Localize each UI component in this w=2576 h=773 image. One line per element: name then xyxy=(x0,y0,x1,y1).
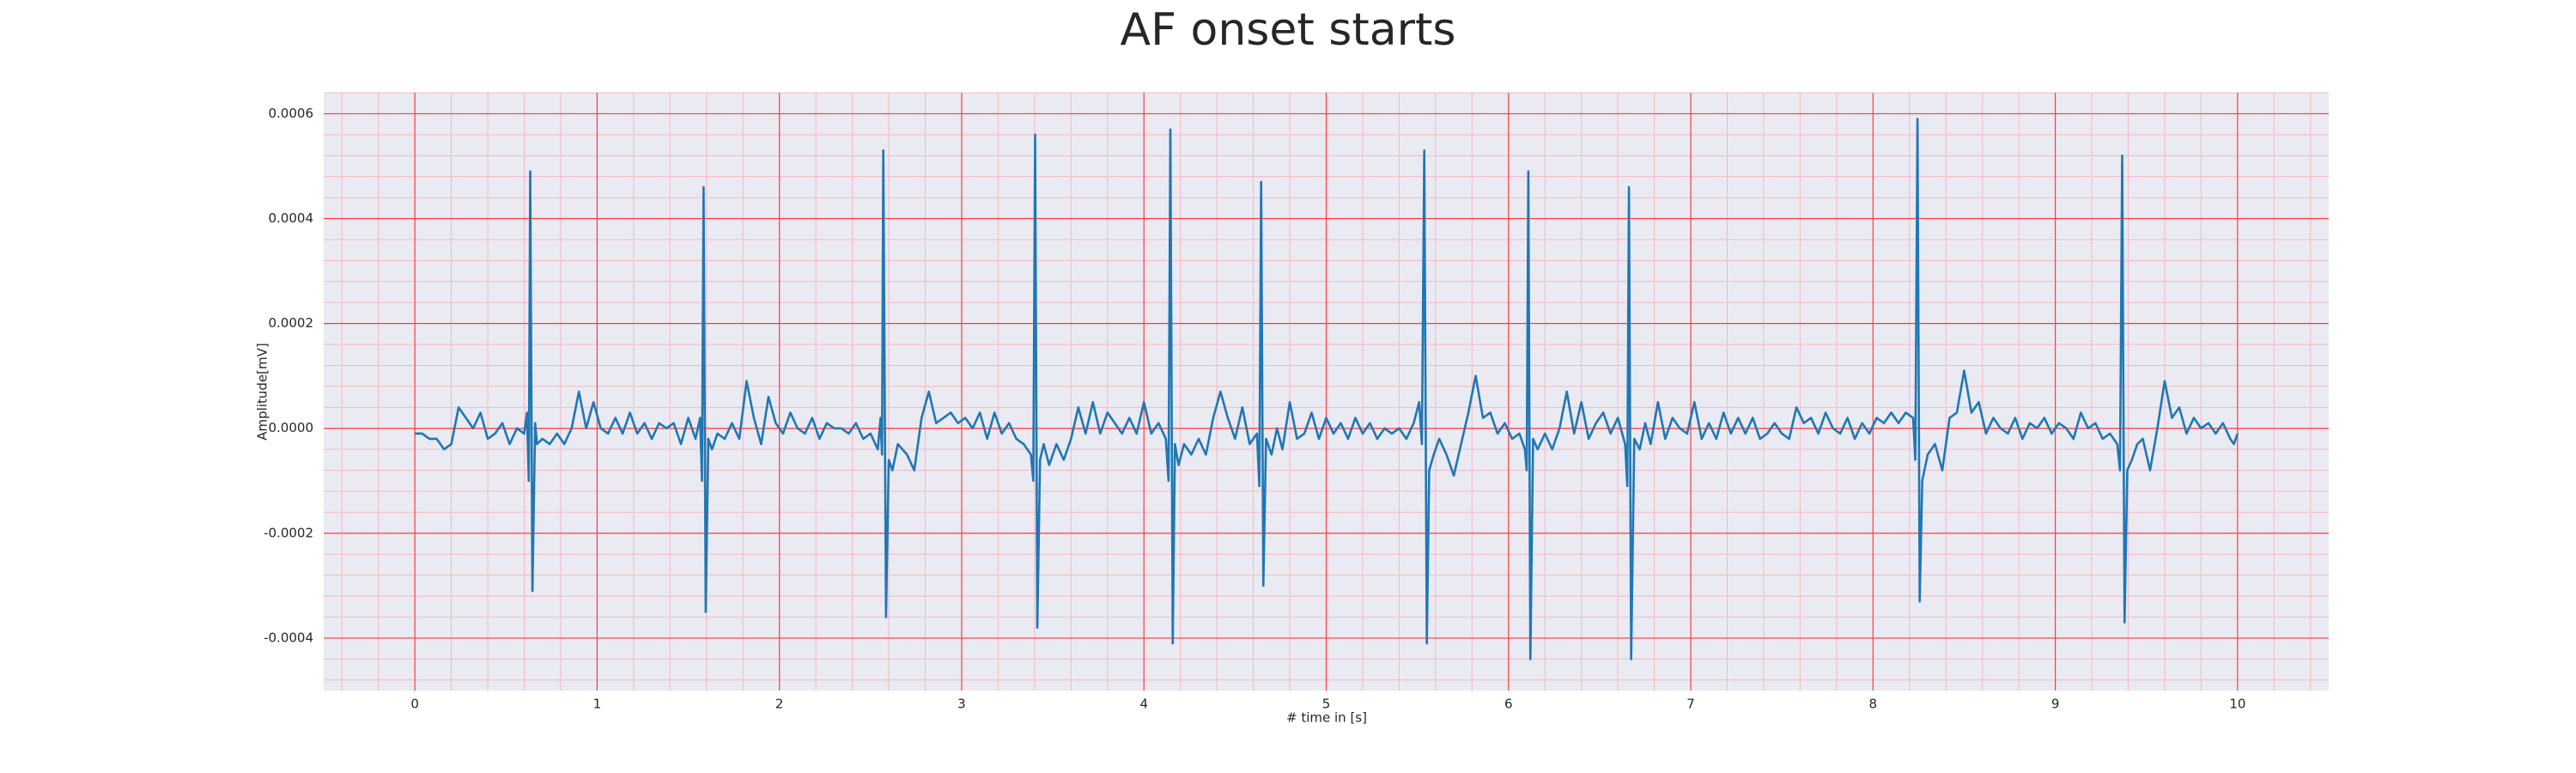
y-tick-label: -0.0002 xyxy=(264,525,313,540)
x-tick-label: 1 xyxy=(593,697,602,712)
y-tick-label: 0.0000 xyxy=(269,420,314,435)
x-tick-label: 5 xyxy=(1322,697,1331,712)
y-tick-label: 0.0002 xyxy=(269,315,314,331)
x-tick-label: 4 xyxy=(1139,697,1148,712)
x-axis-label: # time in [s] xyxy=(1286,710,1367,726)
y-tick-label: 0.0006 xyxy=(269,106,314,121)
x-tick-label: 2 xyxy=(775,697,784,712)
signal-line xyxy=(415,118,2239,660)
x-tick-label: 6 xyxy=(1504,697,1513,712)
y-tick-label: 0.0004 xyxy=(269,210,314,226)
x-tick-label: 10 xyxy=(2229,697,2245,712)
x-tick-label: 0 xyxy=(410,697,419,712)
x-tick-label: 8 xyxy=(1869,697,1878,712)
x-tick-label: 7 xyxy=(1686,697,1695,712)
y-tick-label: -0.0004 xyxy=(264,630,313,645)
chart-title: AF onset starts xyxy=(1121,4,1456,56)
x-tick-label: 9 xyxy=(2051,697,2060,712)
y-axis-label: Amplitude[mV] xyxy=(255,343,270,440)
x-tick-label: 3 xyxy=(957,697,966,712)
